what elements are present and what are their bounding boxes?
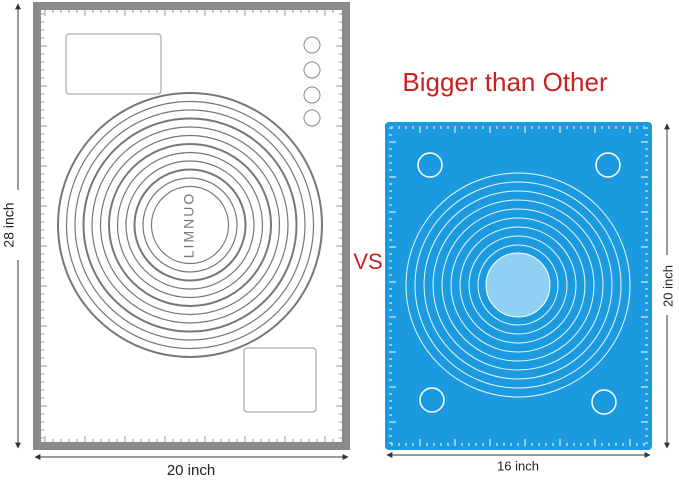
guide-circle [65, 100, 315, 350]
guide-circle [108, 143, 272, 307]
icon [303, 61, 321, 79]
guide-circle [414, 181, 622, 389]
versus: VS [353, 249, 382, 274]
brand: LIMNUO [181, 192, 197, 258]
label-bg [657, 255, 677, 315]
guide-circle [477, 244, 559, 326]
info-box [243, 347, 317, 413]
mat-surface [41, 10, 342, 442]
icon [303, 36, 321, 54]
guide-circle [450, 217, 586, 353]
guide-circle [133, 168, 247, 282]
icon [303, 86, 321, 104]
guide-circle [423, 190, 613, 380]
dimension-label: 16 inch [497, 458, 539, 473]
guide-circle [116, 151, 264, 299]
guide-circle [150, 185, 230, 265]
guide-circle [459, 226, 577, 344]
guide-circle [125, 160, 255, 290]
guide-circle [142, 177, 238, 273]
grey-mat: LIMNUO [33, 2, 350, 450]
corner-icon [595, 152, 621, 178]
dimension-label: 20 inch [167, 462, 215, 479]
icon [303, 109, 321, 127]
dimension-label: 20 inch [660, 265, 675, 307]
guide-circle [99, 134, 281, 316]
guide-circle [405, 172, 631, 398]
guide-circle [91, 126, 289, 324]
corner-icon [417, 152, 443, 178]
guide-circle [432, 199, 604, 371]
headline: Bigger than Other [402, 67, 608, 97]
blue-mat [385, 122, 652, 450]
corner-icon [591, 389, 617, 415]
guide-circle [57, 92, 323, 358]
dimension-label: 28 inch [1, 202, 17, 247]
info-box [65, 33, 162, 95]
guide-circle [82, 117, 298, 333]
center-pattern [485, 252, 551, 318]
label-bg [6, 190, 30, 260]
guide-circle [441, 208, 595, 362]
corner-icon [419, 387, 445, 413]
guide-circle [468, 235, 568, 335]
guide-circle [74, 109, 306, 341]
